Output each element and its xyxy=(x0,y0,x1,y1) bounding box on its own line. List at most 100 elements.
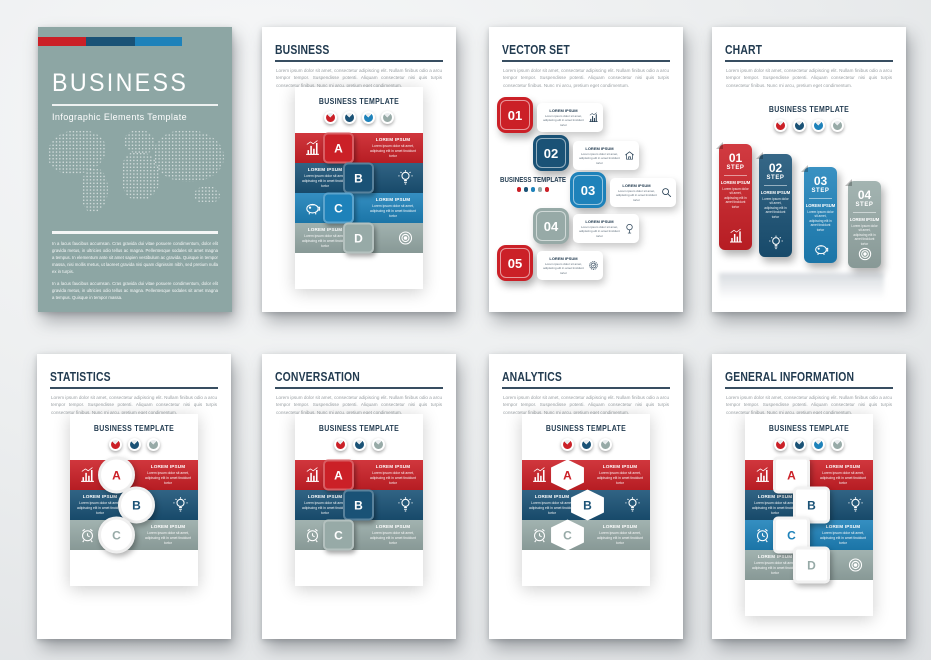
pie-chart-icon xyxy=(352,438,366,451)
row-title: LOREM IPSUM xyxy=(307,227,343,233)
step-number: 01 xyxy=(728,151,743,165)
title-rule xyxy=(725,387,893,389)
step-label-text: Lorem ipsum dolor sit amet, adipiscing e… xyxy=(579,151,620,165)
step-column-03: 03 STEP LOREM IPSUM Lorem ipsum dolor si… xyxy=(801,165,837,263)
flyer-title: GENERAL INFORMATION xyxy=(725,369,855,384)
row-title: LOREM IPSUM xyxy=(307,494,343,500)
vector-set-flyer: VECTOR SET Lorem ipsum dolor sit amet, c… xyxy=(489,27,683,312)
dot-icon xyxy=(544,187,550,192)
step-badge-02: 02 xyxy=(533,135,569,171)
step-label-card: LOREM IPSUM Lorem ipsum dolor sit amet, a… xyxy=(573,214,639,243)
flyer-title: CHART xyxy=(725,42,763,57)
row-text: Lorem ipsum dolor sit amet, adipiscing e… xyxy=(752,560,798,575)
infographic-row-b: LOREM IPSUM Lorem ipsum dolor sit amet, a… xyxy=(295,162,423,194)
step-column-04: 04 STEP LOREM IPSUM Lorem ipsum dolor si… xyxy=(845,179,881,268)
step-badge-03: 03 xyxy=(570,172,606,208)
pie-chart-icon xyxy=(371,438,385,451)
step-column-02: 02 STEP LOREM IPSUM Lorem ipsum dolor si… xyxy=(756,152,792,257)
letter-badge: B xyxy=(343,489,374,521)
row-text: Lorem ipsum dolor sit amet, adipiscing e… xyxy=(529,500,575,515)
infographic-panel: BUSINESS TEMPLATE LOREM IPSUM Lorem ipsum… xyxy=(295,414,423,586)
alarm-clock-icon xyxy=(304,527,321,544)
row-title: LOREM IPSUM xyxy=(825,524,861,530)
letter-badge: A xyxy=(323,459,354,491)
home-icon xyxy=(624,150,635,161)
step-number: 02 xyxy=(768,161,783,175)
step-number: 04 xyxy=(857,188,872,202)
stripe-blue-segment xyxy=(134,37,182,46)
column-text: Lorem ipsum dolor sit amet, adipiscing e… xyxy=(851,223,878,247)
step-label-text: Lorem ipsum dolor sit amet, adipiscing e… xyxy=(616,188,657,202)
infographic-panel: BUSINESS TEMPLATE LOREM IPSUM Lorem ipsum… xyxy=(70,414,198,586)
row-text: Lorem ipsum dolor sit amet, adipiscing e… xyxy=(370,530,416,545)
pie-icon-row xyxy=(522,438,650,451)
title-rule xyxy=(275,60,443,62)
template-heading: BUSINESS TEMPLATE xyxy=(318,97,400,106)
row-title: LOREM IPSUM xyxy=(375,137,411,143)
intro-paragraph: Lorem ipsum dolor sit amet, consectetur … xyxy=(726,395,892,415)
lightbulb-icon xyxy=(624,497,641,514)
dot-icon xyxy=(523,187,529,192)
row-title: LOREM IPSUM xyxy=(150,464,186,470)
flyer-title: STATISTICS xyxy=(50,369,111,384)
column-reflection xyxy=(719,273,884,299)
map-south-america xyxy=(82,168,108,212)
row-text: Lorem ipsum dolor sit amet, adipiscing e… xyxy=(597,470,643,485)
flyer-title: VECTOR SET xyxy=(502,42,570,57)
column-title: LOREM IPSUM xyxy=(720,180,751,185)
infographic-row-d: LOREM IPSUM Lorem ipsum dolor sit amet, a… xyxy=(295,222,423,254)
seal-icon xyxy=(588,260,599,271)
infographic-row-b: LOREM IPSUM Lorem ipsum dolor sit amet, a… xyxy=(745,486,873,524)
infographic-panel: BUSINESS TEMPLATE LOREM IPSUM Lorem ipsum… xyxy=(745,414,873,616)
map-africa xyxy=(122,152,160,200)
infographic-row-b: LOREM IPSUM Lorem ipsum dolor sit amet, a… xyxy=(70,486,198,524)
bar-chart-icon xyxy=(304,140,321,157)
row-title: LOREM IPSUM xyxy=(825,464,861,470)
infographic-row-c: LOREM IPSUM Lorem ipsum dolor sit amet, a… xyxy=(295,519,423,551)
infographic-row-b: LOREM IPSUM Lorem ipsum dolor sit amet, a… xyxy=(295,489,423,521)
intro-paragraph: Lorem ipsum dolor sit amet, consectetur … xyxy=(726,68,892,88)
dot-icon xyxy=(537,187,543,192)
column-text: Lorem ipsum dolor sit amet, adipiscing e… xyxy=(807,209,834,233)
pie-chart-icon xyxy=(812,119,825,132)
row-title: LOREM IPSUM xyxy=(375,464,411,470)
row-text: Lorem ipsum dolor sit amet, adipiscing e… xyxy=(752,500,798,515)
intro-paragraph: Lorem ipsum dolor sit amet, consectetur … xyxy=(276,395,442,415)
target-icon xyxy=(857,246,873,262)
pie-chart-icon xyxy=(362,111,375,124)
dot-icon xyxy=(530,187,536,192)
infographic-row-a: LOREM IPSUM Lorem ipsum dolor sit amet, a… xyxy=(70,456,198,494)
infographic-row-c: LOREM IPSUM Lorem ipsum dolor sit amet, a… xyxy=(745,516,873,554)
row-text: Lorem ipsum dolor sit amet, adipiscing e… xyxy=(77,500,123,515)
step-word: STEP xyxy=(766,175,785,181)
row-title: LOREM IPSUM xyxy=(602,524,638,530)
step-label-card: LOREM IPSUM Lorem ipsum dolor sit amet, a… xyxy=(537,103,603,132)
row-text: Lorem ipsum dolor sit amet, adipiscing e… xyxy=(302,233,348,248)
lightbulb-icon xyxy=(397,497,414,514)
step-label-text: Lorem ipsum dolor sit amet, adipiscing e… xyxy=(543,261,584,275)
analytics-flyer: ANALYTICS Lorem ipsum dolor sit amet, co… xyxy=(489,354,683,639)
pie-chart-icon xyxy=(324,111,337,124)
step-label-text: Lorem ipsum dolor sit amet, adipiscing e… xyxy=(543,113,584,127)
pie-chart-icon xyxy=(812,438,825,451)
infographic-row-a: LOREM IPSUM Lorem ipsum dolor sit amet, a… xyxy=(522,459,650,491)
dotted-world-map xyxy=(44,130,226,216)
cover-title-rule xyxy=(52,104,218,106)
template-heading-block: BUSINESS TEMPLATE xyxy=(495,177,571,192)
letter-badge: C xyxy=(323,192,354,224)
title-rule xyxy=(50,387,218,389)
alarm-clock-icon xyxy=(79,527,96,544)
row-title: LOREM IPSUM xyxy=(757,554,793,560)
template-heading: BUSINESS TEMPLATE xyxy=(545,424,627,433)
stripe-red-segment xyxy=(38,37,87,46)
pie-chart-icon xyxy=(793,438,806,451)
map-australia xyxy=(194,186,220,204)
business-flyer: BUSINESS Lorem ipsum dolor sit amet, con… xyxy=(262,27,456,312)
flyer-title: BUSINESS xyxy=(275,42,330,57)
target-icon xyxy=(847,557,864,574)
step-label-card: LOREM IPSUM Lorem ipsum dolor sit amet, a… xyxy=(610,178,676,207)
pie-chart-icon xyxy=(598,438,612,451)
row-text: Lorem ipsum dolor sit amet, adipiscing e… xyxy=(820,530,866,545)
template-heading: BUSINESS TEMPLATE xyxy=(93,424,175,433)
brand-stripe xyxy=(38,37,182,46)
